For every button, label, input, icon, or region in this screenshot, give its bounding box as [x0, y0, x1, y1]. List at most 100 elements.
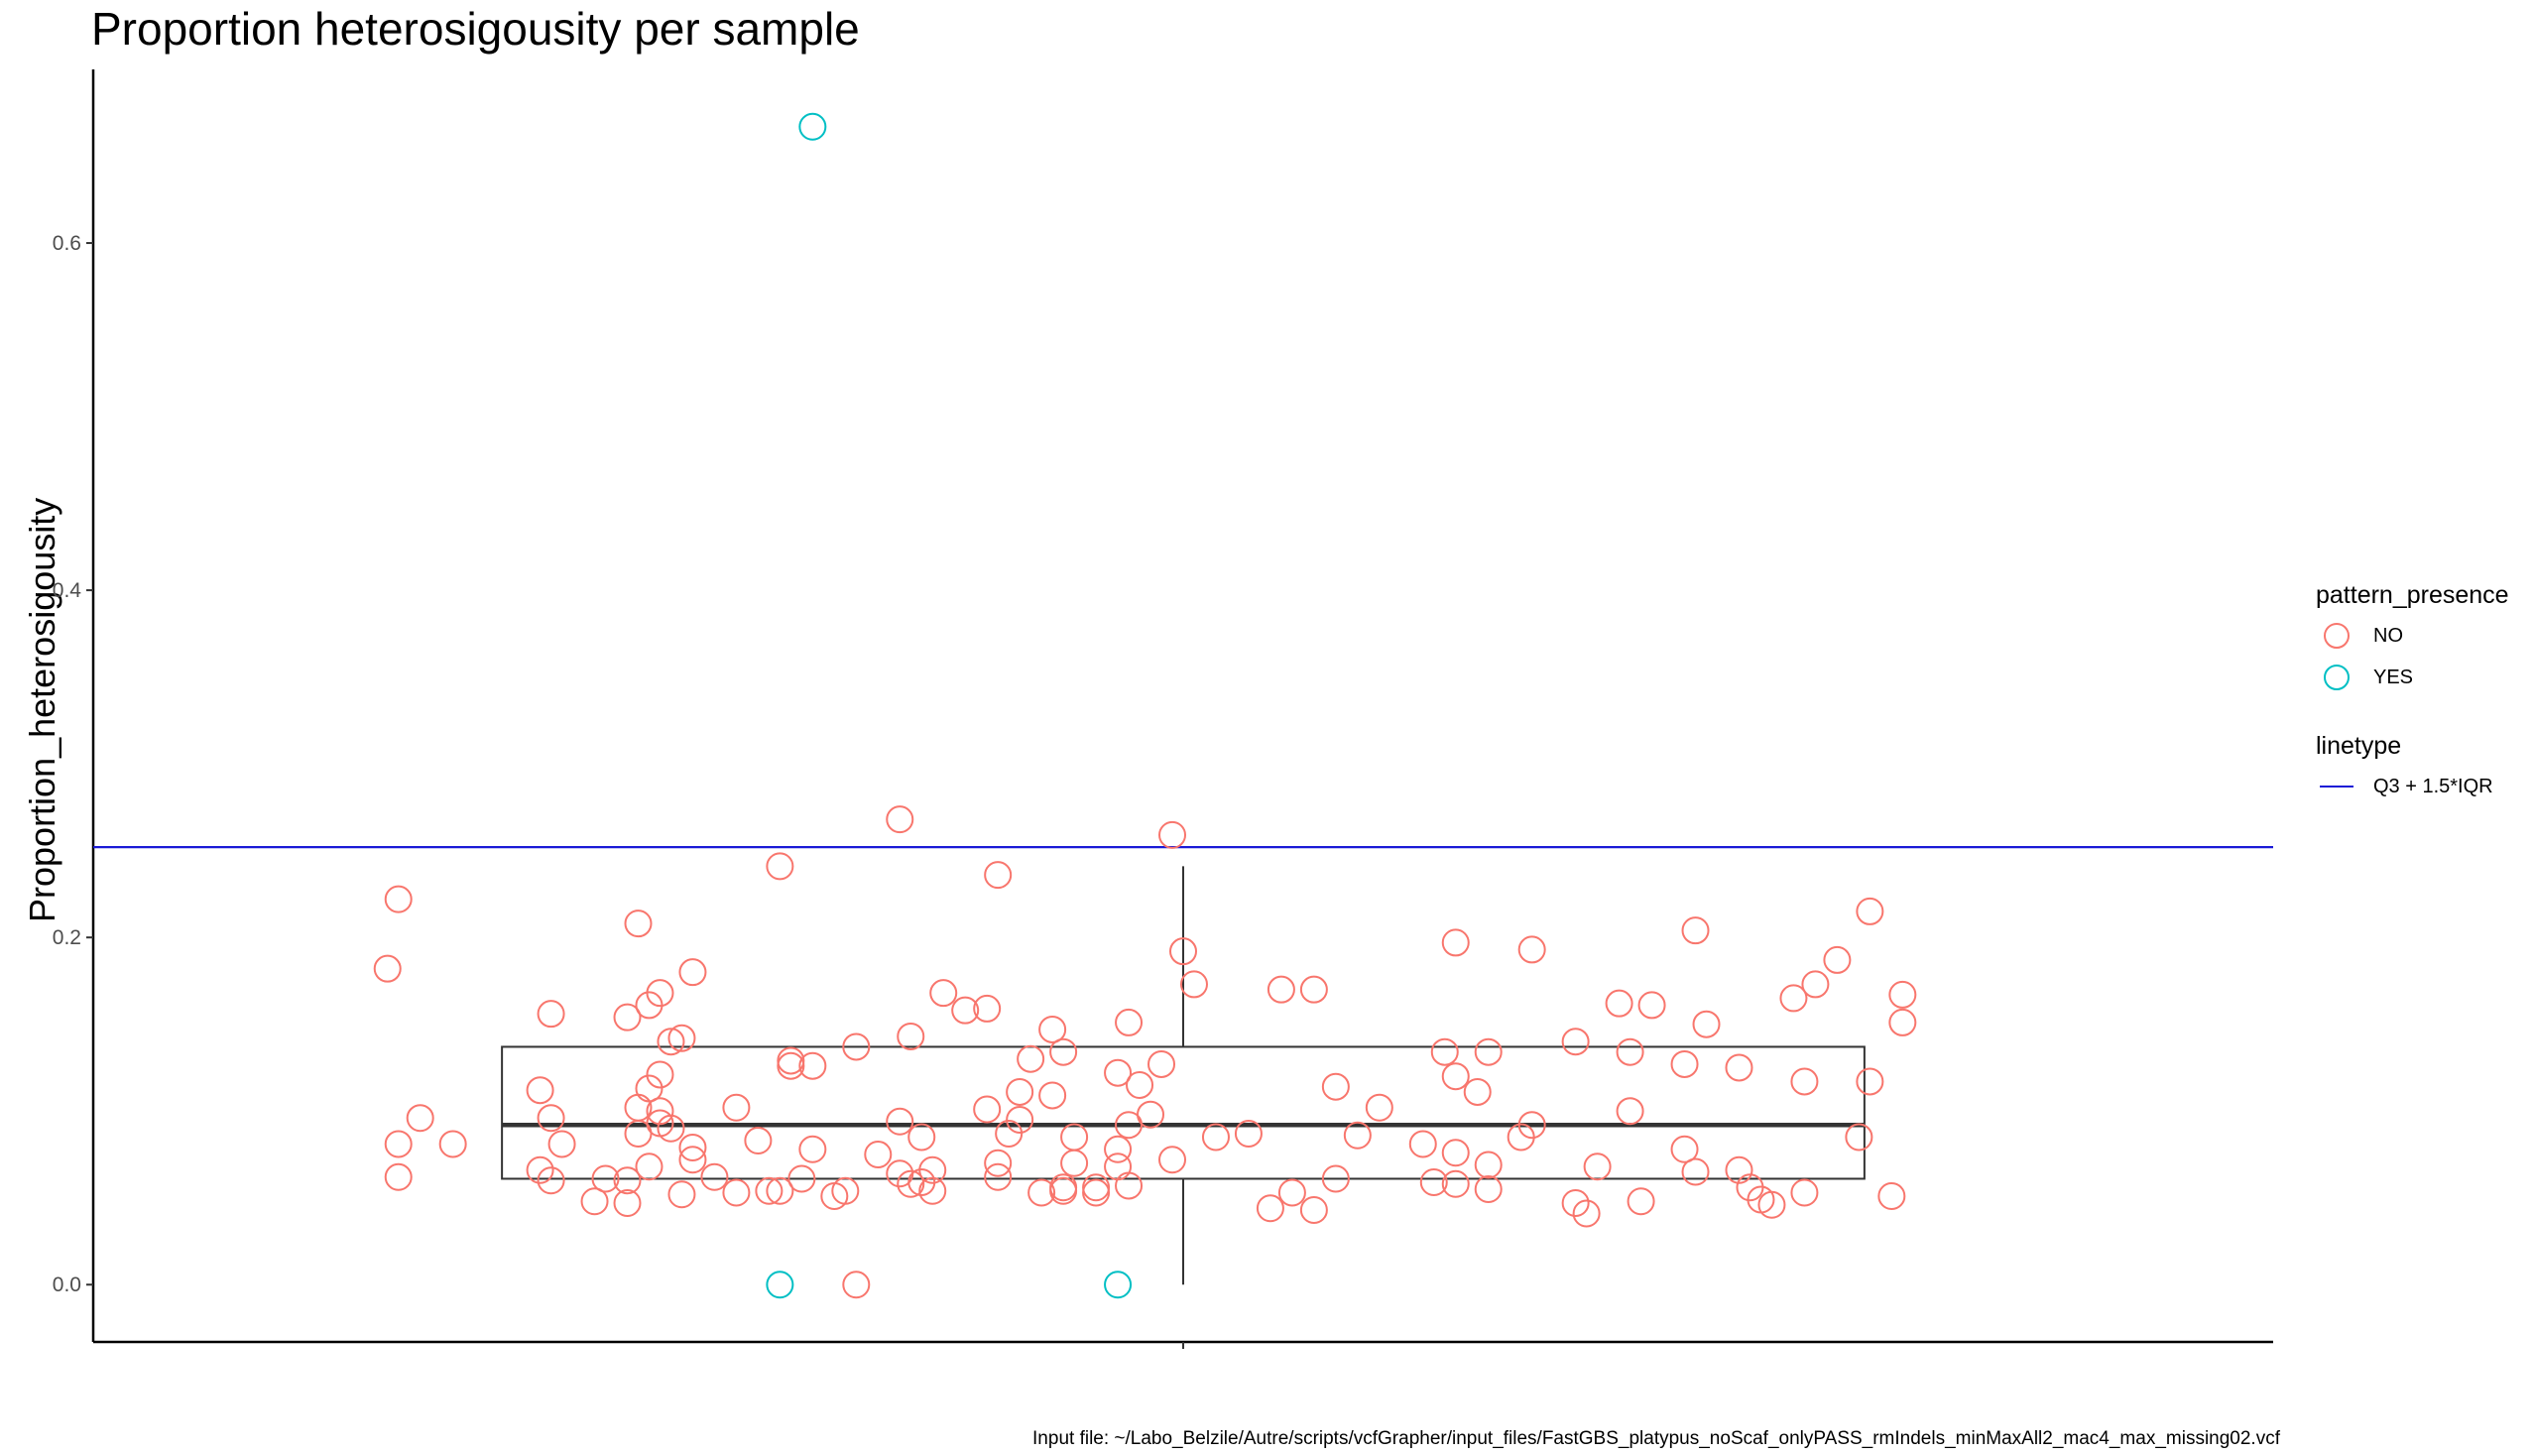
- legend-key-no: [2324, 623, 2350, 649]
- point-no: [1277, 1178, 1306, 1207]
- point-no: [613, 1003, 642, 1031]
- point-no: [886, 805, 914, 834]
- point-no: [700, 1162, 729, 1191]
- point-no: [1201, 1123, 1230, 1152]
- point-no: [384, 1162, 413, 1191]
- point-no: [1616, 1097, 1644, 1126]
- point-no: [1725, 1155, 1753, 1184]
- point-no: [777, 1051, 805, 1080]
- point-no: [1474, 1174, 1503, 1203]
- point-no: [1790, 1067, 1819, 1096]
- point-no: [842, 1271, 871, 1299]
- point-no: [1365, 1093, 1393, 1122]
- point-no: [1179, 970, 1208, 999]
- point-no: [1321, 1072, 1350, 1101]
- point-no: [722, 1178, 751, 1207]
- point-no: [907, 1123, 936, 1152]
- point-no: [406, 1104, 434, 1133]
- point-no: [1877, 1181, 1906, 1210]
- point-no: [1441, 1139, 1470, 1167]
- point-no: [537, 1104, 565, 1133]
- boxplot: [501, 866, 1866, 1285]
- point-no: [1115, 1008, 1144, 1036]
- point-no: [1038, 1081, 1067, 1110]
- point-no: [973, 1095, 1002, 1124]
- point-no: [897, 1022, 925, 1050]
- point-no: [984, 1162, 1013, 1191]
- point-no: [1027, 1178, 1056, 1207]
- point-no: [1104, 1153, 1133, 1181]
- legend-title-color: pattern_presence: [2316, 581, 2509, 609]
- point-no: [766, 1176, 794, 1205]
- point-no: [657, 1114, 685, 1143]
- point-no: [929, 979, 958, 1008]
- legend-label-threshold: Q3 + 1.5*IQR: [2373, 776, 2493, 797]
- point-no: [1234, 1119, 1263, 1148]
- point-no: [918, 1176, 947, 1205]
- axes: [91, 69, 2273, 1349]
- point-yes: [1104, 1271, 1133, 1299]
- point-no: [1038, 1015, 1067, 1043]
- point-no: [1060, 1123, 1089, 1152]
- point-no: [831, 1176, 860, 1205]
- legend-key-yes: [2324, 665, 2350, 690]
- point-no: [1474, 1151, 1503, 1179]
- legend-title-linetype: linetype: [2316, 732, 2402, 760]
- point-no: [526, 1076, 554, 1105]
- point-no: [951, 996, 980, 1025]
- point-no: [744, 1126, 773, 1154]
- point-no: [1441, 928, 1470, 957]
- point-no: [1605, 989, 1633, 1018]
- point-no: [657, 1028, 685, 1056]
- point-no: [1583, 1153, 1612, 1181]
- point-no: [766, 852, 794, 881]
- point-no: [1856, 897, 1884, 925]
- legend-item-yes: YES: [2316, 657, 2534, 698]
- point-no: [842, 1032, 871, 1061]
- point-no: [1572, 1199, 1601, 1228]
- point-no: [384, 1130, 413, 1158]
- caption-input-file: Input file: ~/Labo_Belzile/Autre/scripts…: [1032, 1428, 2280, 1449]
- point-no: [646, 1060, 674, 1089]
- point-no: [635, 1153, 664, 1181]
- point-no: [646, 979, 674, 1008]
- point-yes: [766, 1271, 794, 1299]
- point-no: [1267, 975, 1295, 1004]
- point-no: [1158, 820, 1187, 849]
- point-no: [798, 1135, 827, 1163]
- point-no: [537, 1000, 565, 1029]
- box-iqr: [501, 1045, 1866, 1180]
- point-no: [1419, 1167, 1448, 1196]
- point-no: [1779, 984, 1808, 1013]
- point-no: [547, 1130, 576, 1158]
- legend-item-no: NO: [2316, 615, 2534, 657]
- point-no: [1681, 916, 1710, 945]
- point-no: [755, 1176, 784, 1205]
- point-no: [526, 1155, 554, 1184]
- y-ticks: 0.0 0.2 0.4 0.6: [53, 232, 93, 1296]
- point-no: [722, 1093, 751, 1122]
- point-no: [667, 1180, 696, 1209]
- point-no: [1888, 1008, 1917, 1036]
- point-no: [1801, 970, 1830, 999]
- point-no: [1823, 945, 1852, 974]
- y-tick-label: 0.0: [53, 1274, 81, 1296]
- point-no: [1104, 1135, 1133, 1163]
- point-no: [1343, 1121, 1372, 1150]
- point-no: [1888, 980, 1917, 1009]
- point-no: [1299, 975, 1328, 1004]
- point-no: [1006, 1105, 1034, 1134]
- point-no: [1790, 1178, 1819, 1207]
- point-no: [1637, 991, 1666, 1020]
- y-tick-label: 0.4: [53, 579, 82, 602]
- point-no: [1158, 1146, 1187, 1174]
- point-no: [373, 954, 402, 983]
- point-no: [1408, 1130, 1437, 1158]
- legend-label-yes: YES: [2373, 667, 2414, 688]
- point-no: [995, 1119, 1024, 1148]
- point-no: [1049, 1037, 1078, 1066]
- point-no: [1082, 1178, 1111, 1207]
- point-no: [1561, 1188, 1590, 1217]
- point-no: [864, 1140, 893, 1168]
